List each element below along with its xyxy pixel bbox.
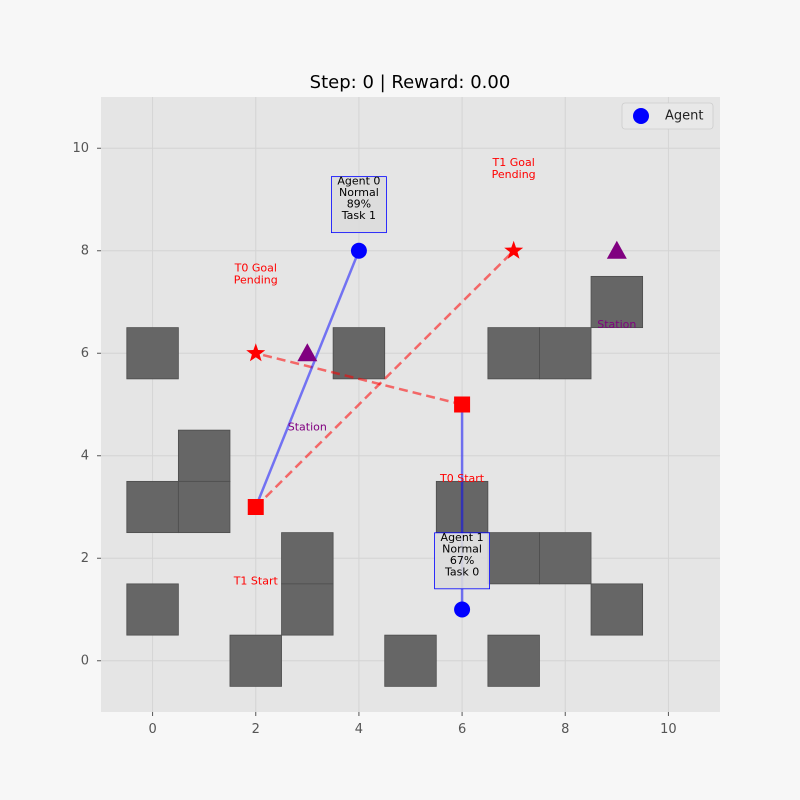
y-tick-label: 2 (81, 551, 89, 566)
legend-label: Agent (665, 109, 703, 124)
x-tick-label: 6 (458, 722, 466, 737)
agent-marker (454, 601, 471, 618)
obstacle-cell (126, 327, 179, 380)
axes: 0 2 4 6 8 10 0 2 4 6 8 10 (72, 141, 676, 737)
agent-info-box (434, 532, 490, 590)
obstacle-cell (332, 327, 386, 380)
agent-path-line (254, 250, 361, 508)
agent-info-line: 89% (347, 198, 371, 211)
task-start-marker (454, 396, 471, 413)
task-goal-label: T1 Goal Pending (492, 156, 536, 181)
task-goal-label-line: Pending (234, 273, 278, 286)
task-goal-label-line: T1 Goal (492, 156, 535, 169)
task-path-line (255, 352, 463, 406)
y-tick-label: 4 (81, 448, 89, 463)
station-label: Station (597, 318, 636, 331)
agent-info-line: Agent 1 (441, 531, 484, 544)
task-goal-marker (246, 343, 266, 362)
task-start-label: T1 Start (233, 574, 279, 587)
agent-info-text: Agent 0 Normal 89% Task 1 (337, 175, 380, 223)
agent-info-line: Agent 0 (337, 175, 380, 188)
legend: Agent (621, 102, 714, 130)
obstacle-cell (539, 327, 592, 380)
x-tick-label: 8 (561, 722, 569, 737)
task-goal-label-line: Pending (492, 168, 536, 181)
task-goal-label: T0 Goal Pending (234, 261, 278, 286)
y-tick-label: 8 (81, 243, 89, 258)
agent-info-line: Normal (442, 542, 482, 555)
task-goal-marker (504, 240, 524, 259)
station-marker (606, 240, 627, 259)
chart-title: Step: 0 | Reward: 0.00 (310, 72, 511, 93)
obstacle-cell (177, 480, 231, 534)
obstacle-cell (384, 634, 437, 687)
agent-info-line: Task 0 (444, 565, 479, 578)
agent-info-box (331, 176, 387, 234)
agent-info-line: Task 1 (341, 209, 376, 222)
task-path-line (254, 249, 515, 508)
task-start-marker (247, 499, 264, 515)
x-tick-label: 10 (660, 722, 677, 737)
task-start-label: T0 Start (439, 472, 485, 485)
obstacle-cell (487, 327, 540, 380)
obstacle-cell (539, 532, 592, 585)
agent-info-line: Normal (339, 186, 379, 199)
y-tick-label: 6 (81, 346, 89, 361)
obstacle-cell (126, 480, 179, 534)
agent-info-text: Agent 1 Normal 67% Task 0 (441, 531, 484, 579)
task-goal-label-line: T0 Goal (234, 261, 277, 274)
x-tick-label: 0 (148, 722, 156, 737)
agent-marker (350, 242, 367, 259)
station-marker (297, 343, 318, 362)
obstacle-cell (590, 275, 644, 329)
agent-info-line: 67% (450, 554, 474, 567)
obstacle-cell (590, 583, 644, 636)
y-tick-label: 10 (72, 141, 89, 156)
obstacle-cell (177, 429, 231, 482)
station-label: Station (288, 421, 327, 434)
obstacle-cell (229, 634, 282, 687)
x-tick-label: 2 (252, 722, 260, 737)
obstacle-cell (281, 583, 334, 636)
x-tick-label: 4 (355, 722, 363, 737)
obstacle-cell (487, 532, 540, 585)
obstacle-cell (487, 634, 540, 687)
obstacle-cell (281, 532, 334, 585)
legend-agent-marker (633, 108, 649, 124)
markers (246, 240, 627, 618)
y-tick-label: 0 (81, 653, 89, 668)
obstacle-cell (126, 583, 179, 636)
obstacles (126, 275, 644, 687)
